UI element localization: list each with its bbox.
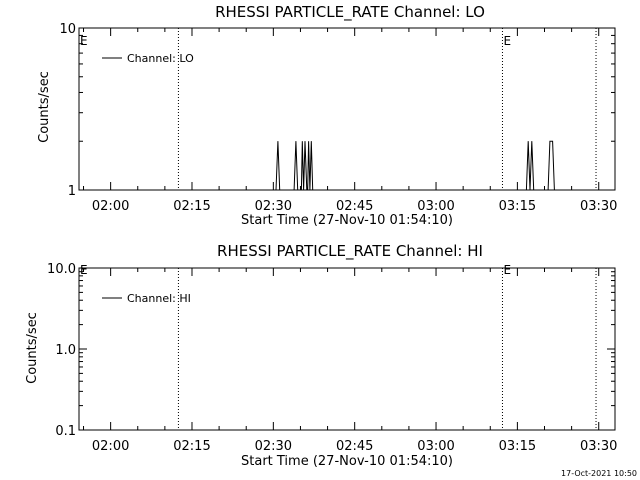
event-flag-label: E [503,263,511,277]
legend-label: Channel: LO [127,52,194,65]
panel-title: RHESSI PARTICLE_RATE Channel: HI [217,242,483,261]
y-tick-label: 1.0 [55,343,76,358]
y-tick-label: 1 [68,184,76,199]
x-tick-label: 03:30 [580,439,617,454]
plot-area: 02:00 02:15 02:30 02:45 03:00 03:15 03:30 1 10 E E… [59,22,617,214]
y-tick-label: 10 [59,22,76,37]
panel-title: RHESSI PARTICLE_RATE Channel: LO [215,3,485,22]
x-tick-label: 02:45 [336,439,373,454]
y-axis-label: Counts/sec [25,312,40,384]
lo-channel-panel: RHESSI PARTICLE_RATE Channel: LO Start T… [37,3,617,228]
hi-channel-panel: RHESSI PARTICLE_RATE Channel: HI Start T… [25,242,617,469]
series-line [275,140,555,191]
event-flag-label: E [503,34,511,48]
x-tick-label: 02:00 [92,439,129,454]
x-tick-label: 03:15 [499,439,536,454]
x-tick-label: 02:45 [336,199,373,214]
x-tick-label: 03:30 [580,199,617,214]
x-tick-label: 02:15 [173,199,210,214]
legend-label: Channel: HI [127,292,191,305]
x-tick-label: 03:15 [499,199,536,214]
x-tick-label: 03:00 [417,199,454,214]
y-tick-label: 10.0 [47,262,76,277]
plot-area: 02:00 02:15 02:30 02:45 03:00 03:15 03:30 10.0 1… [47,262,617,454]
left-flag-label: E [80,34,88,48]
x-tick-label: 02:00 [92,199,129,214]
x-tick-label: 03:00 [417,439,454,454]
footer-timestamp: 17-Oct-2021 10:50 [561,469,637,478]
left-flag-label: E [80,263,88,277]
x-axis-label: Start Time (27-Nov-10 01:54:10) [241,454,453,469]
x-tick-label: 02:30 [255,439,292,454]
y-axis-label: Counts/sec [37,71,52,143]
x-axis-label: Start Time (27-Nov-10 01:54:10) [241,213,453,228]
x-tick-label: 02:30 [255,199,292,214]
x-tick-label: 02:15 [173,439,210,454]
y-tick-label: 0.1 [55,424,76,439]
